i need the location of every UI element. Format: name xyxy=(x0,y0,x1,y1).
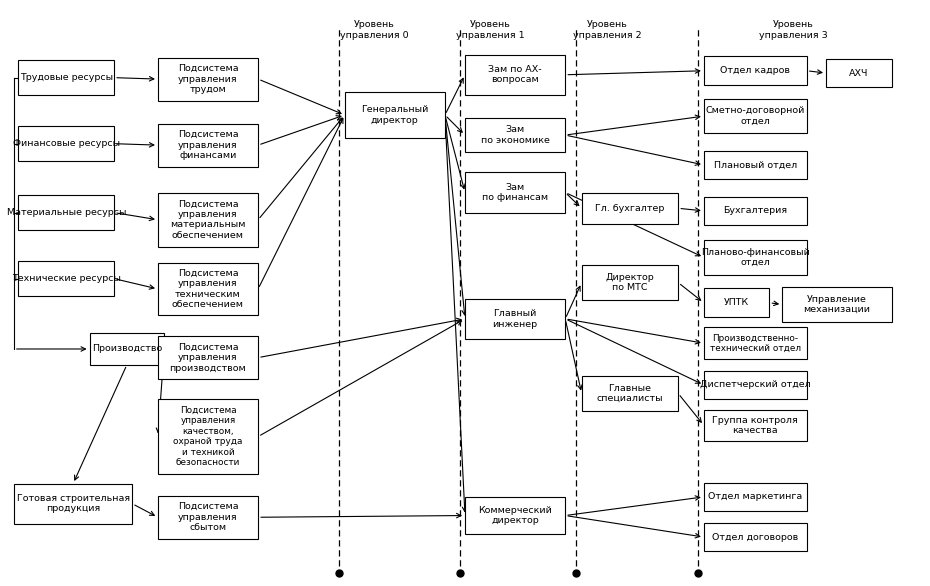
FancyBboxPatch shape xyxy=(581,192,678,224)
Text: Отдел кадров: Отдел кадров xyxy=(720,66,790,75)
FancyBboxPatch shape xyxy=(704,523,806,551)
Text: Главные
специалисты: Главные специалисты xyxy=(597,384,663,403)
Text: Подсистема
управления
материальным
обеспечением: Подсистема управления материальным обесп… xyxy=(170,200,246,240)
Text: Управление
механизации: Управление механизации xyxy=(804,295,870,314)
Text: Уровень
управления 0: Уровень управления 0 xyxy=(339,20,408,40)
Text: Финансовые ресурсы: Финансовые ресурсы xyxy=(13,139,120,148)
Text: Технические ресурсы: Технические ресурсы xyxy=(12,274,121,283)
Text: Главный
инженер: Главный инженер xyxy=(493,309,538,329)
Text: Материальные ресурсы: Материальные ресурсы xyxy=(7,208,126,217)
Text: Подсистема
управления
сбытом: Подсистема управления сбытом xyxy=(178,502,238,532)
Text: Коммерческий
директор: Коммерческий директор xyxy=(478,506,552,525)
Text: Гл. бухгалтер: Гл. бухгалтер xyxy=(595,204,665,213)
FancyBboxPatch shape xyxy=(704,410,806,441)
FancyBboxPatch shape xyxy=(704,370,806,399)
FancyBboxPatch shape xyxy=(19,195,114,230)
FancyBboxPatch shape xyxy=(704,196,806,225)
FancyBboxPatch shape xyxy=(345,92,445,138)
Text: Подсистема
управления
финансами: Подсистема управления финансами xyxy=(178,130,238,160)
FancyBboxPatch shape xyxy=(782,287,892,322)
Text: Сметно-договорной
отдел: Сметно-договорной отдел xyxy=(706,107,805,126)
Text: Диспетчерский отдел: Диспетчерский отдел xyxy=(700,380,811,389)
Text: Зам
по финансам: Зам по финансам xyxy=(482,183,548,202)
Text: Зам по АХ-
вопросам: Зам по АХ- вопросам xyxy=(488,65,542,84)
FancyBboxPatch shape xyxy=(704,482,806,511)
Text: УПТК: УПТК xyxy=(724,298,750,307)
Text: Подсистема
управления
производством: Подсистема управления производством xyxy=(169,343,246,373)
FancyBboxPatch shape xyxy=(158,399,259,474)
FancyBboxPatch shape xyxy=(465,54,565,95)
FancyBboxPatch shape xyxy=(465,118,565,152)
FancyBboxPatch shape xyxy=(158,57,259,101)
Text: Трудовые ресурсы: Трудовые ресурсы xyxy=(20,73,113,82)
FancyBboxPatch shape xyxy=(704,240,806,275)
Text: Планово-финансовый
отдел: Планово-финансовый отдел xyxy=(701,248,810,267)
Text: Подсистема
управления
трудом: Подсистема управления трудом xyxy=(178,64,238,94)
Text: Плановый отдел: Плановый отдел xyxy=(713,161,797,169)
FancyBboxPatch shape xyxy=(704,151,806,179)
FancyBboxPatch shape xyxy=(704,99,806,134)
Text: Отдел договоров: Отдел договоров xyxy=(712,533,799,541)
Text: Группа контроля
качества: Группа контроля качества xyxy=(712,415,798,435)
FancyBboxPatch shape xyxy=(465,497,565,534)
FancyBboxPatch shape xyxy=(704,288,769,317)
FancyBboxPatch shape xyxy=(465,299,565,339)
FancyBboxPatch shape xyxy=(826,59,892,87)
Text: Генеральный
директор: Генеральный директор xyxy=(361,105,429,125)
Text: Уровень
управления 2: Уровень управления 2 xyxy=(573,20,642,40)
FancyBboxPatch shape xyxy=(19,261,114,296)
Text: Бухгалтерия: Бухгалтерия xyxy=(724,206,788,216)
FancyBboxPatch shape xyxy=(158,124,259,166)
Text: Подсистема
управления
качеством,
охраной труда
и техникой
безопасности: Подсистема управления качеством, охраной… xyxy=(173,406,243,467)
FancyBboxPatch shape xyxy=(158,263,259,315)
FancyBboxPatch shape xyxy=(14,483,132,524)
Text: Зам
по экономике: Зам по экономике xyxy=(481,125,550,145)
FancyBboxPatch shape xyxy=(19,127,114,161)
FancyBboxPatch shape xyxy=(158,336,259,379)
FancyBboxPatch shape xyxy=(19,60,114,95)
FancyBboxPatch shape xyxy=(581,265,678,300)
FancyBboxPatch shape xyxy=(465,172,565,213)
Text: Отдел маркетинга: Отдел маркетинга xyxy=(708,492,803,502)
Text: Готовая строительная
продукция: Готовая строительная продукция xyxy=(17,494,129,513)
FancyBboxPatch shape xyxy=(704,56,806,85)
Text: Уровень
управления 1: Уровень управления 1 xyxy=(457,20,525,40)
Text: Производство: Производство xyxy=(92,345,162,353)
Text: Подсистема
управления
техническим
обеспечением: Подсистема управления техническим обеспе… xyxy=(172,269,244,309)
FancyBboxPatch shape xyxy=(704,328,806,359)
Text: Уровень
управления 3: Уровень управления 3 xyxy=(759,20,828,40)
Text: АХЧ: АХЧ xyxy=(849,69,869,77)
FancyBboxPatch shape xyxy=(89,333,165,364)
FancyBboxPatch shape xyxy=(158,192,259,247)
FancyBboxPatch shape xyxy=(158,496,259,539)
Text: Директор
по МТС: Директор по МТС xyxy=(605,273,655,292)
FancyBboxPatch shape xyxy=(581,376,678,411)
Text: Производственно-
технический отдел: Производственно- технический отдел xyxy=(710,333,801,353)
